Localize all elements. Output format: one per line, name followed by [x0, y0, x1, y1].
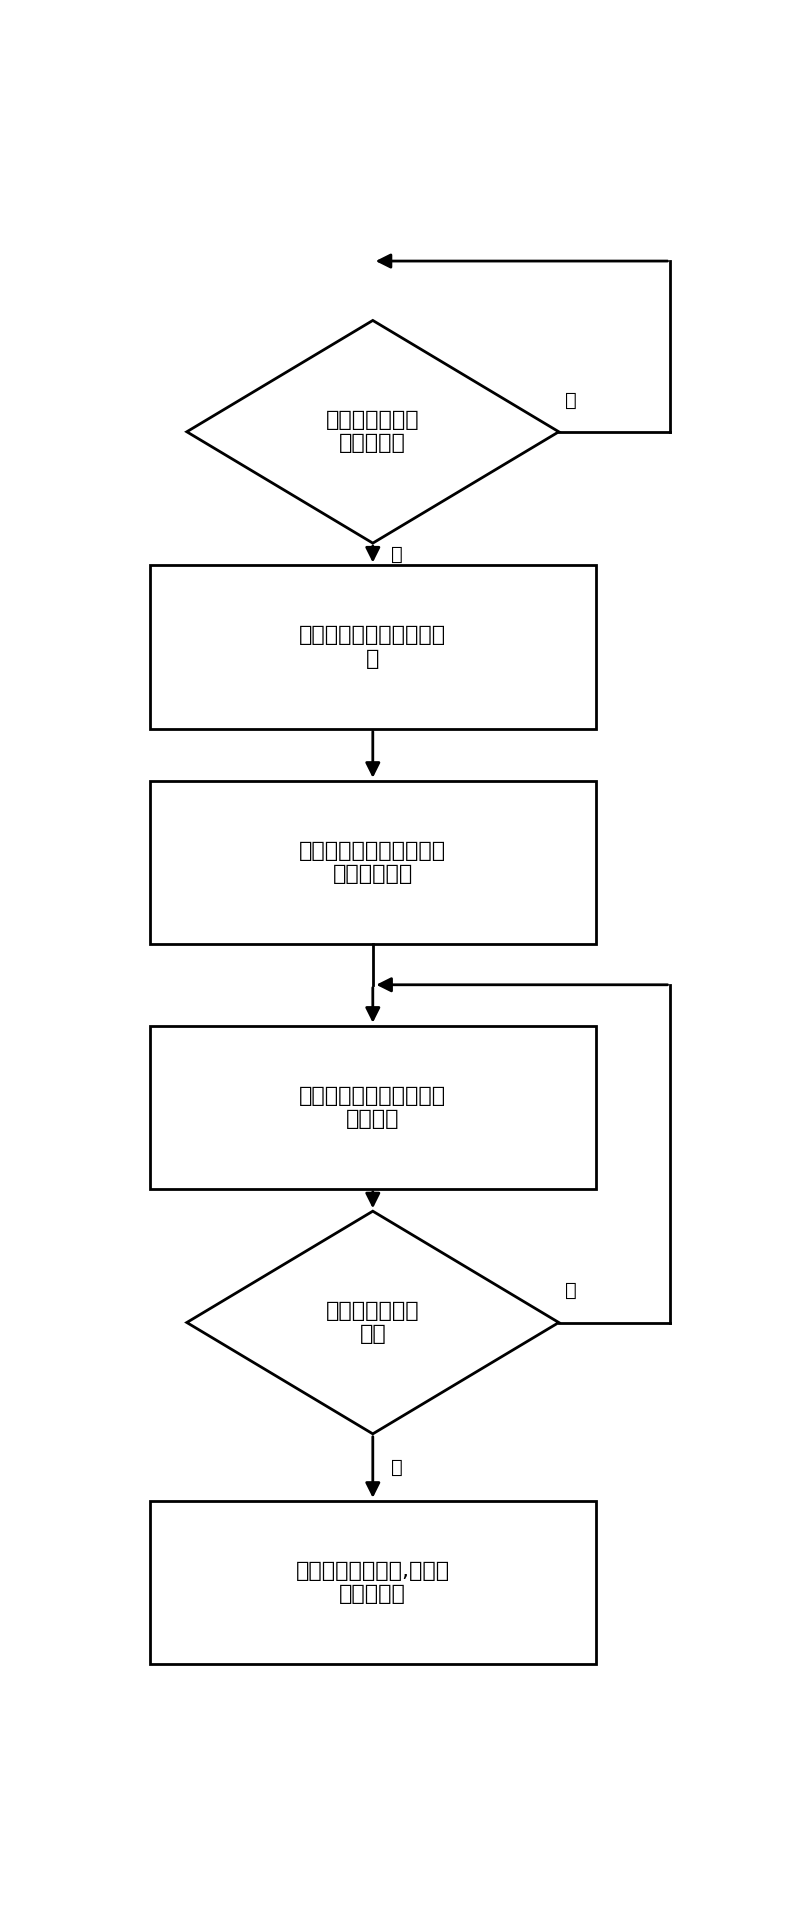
Bar [150, 781, 596, 945]
Text: 根据夹送辊速度开始计算
带钢头部位置: 根据夹送辊速度开始计算 带钢头部位置 [299, 841, 446, 883]
Polygon shape [187, 320, 558, 544]
Text: 自动踏步过程结束,带头位
置计算完成: 自动踏步过程结束,带头位 置计算完成 [296, 1560, 450, 1604]
Text: 设定助卷圈数完
成？: 设定助卷圈数完 成？ [326, 1301, 420, 1344]
Polygon shape [187, 1211, 558, 1434]
Text: 根据带钢头部位置控制助
卷辊跳步: 根据带钢头部位置控制助 卷辊跳步 [299, 1085, 446, 1130]
Bar [150, 565, 596, 729]
Text: 是: 是 [391, 546, 403, 563]
Text: 否: 否 [565, 1282, 577, 1299]
Text: 否: 否 [565, 391, 577, 409]
Text: 热金属传感器检
测到信号？: 热金属传感器检 测到信号？ [326, 411, 420, 453]
Bar [150, 1500, 596, 1664]
Bar [150, 1026, 596, 1190]
Text: 跟踪计算带钢头部进夹送
辊: 跟踪计算带钢头部进夹送 辊 [299, 625, 446, 669]
Text: 是: 是 [391, 1458, 403, 1477]
